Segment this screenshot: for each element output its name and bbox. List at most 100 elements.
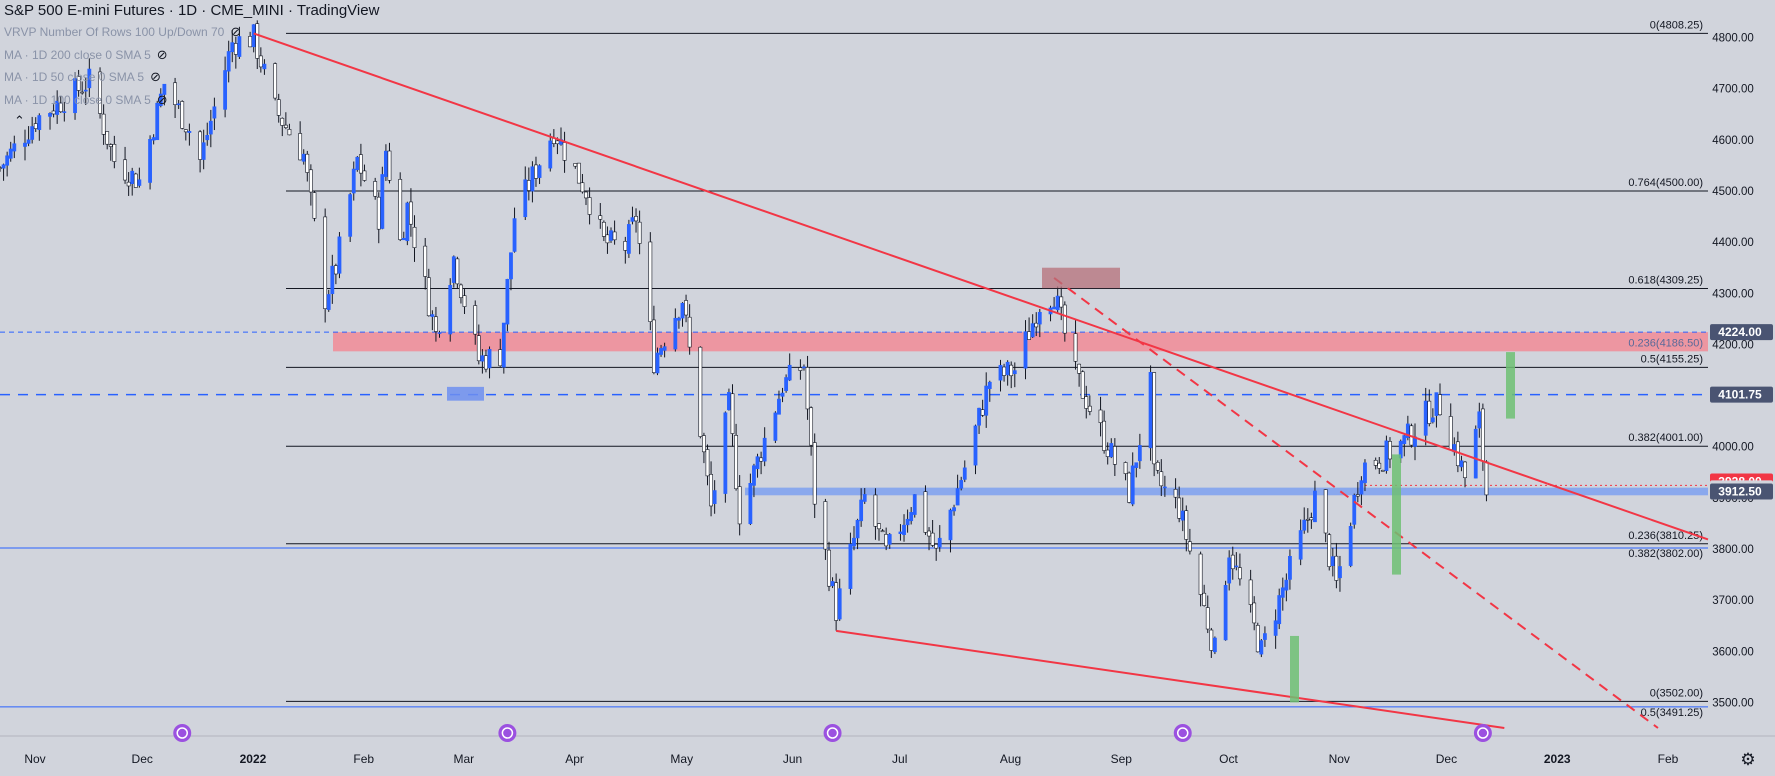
candle-down [358, 154, 363, 174]
candle-up [509, 252, 513, 280]
candle-up [1227, 557, 1232, 584]
candle-down [1334, 555, 1339, 581]
upper-trendline-extension [1546, 482, 1709, 541]
candle-down [587, 197, 592, 215]
candle-up [187, 131, 192, 133]
fib-label-2: 0.618(4309.25) [1628, 275, 1703, 287]
candle-up [37, 115, 42, 131]
candle-up [1459, 460, 1464, 468]
collapse-legend-icon[interactable]: ⌃ [14, 113, 25, 128]
candle-up [855, 519, 860, 539]
price-label: 4101.75 [1718, 388, 1762, 402]
candle-up [784, 377, 789, 392]
x-tick-label: Apr [565, 752, 584, 766]
candle-down [362, 170, 367, 181]
candle-down [730, 393, 735, 434]
candle-down [1480, 408, 1485, 462]
lower-trendline [835, 629, 1505, 729]
event-marker-icon [173, 724, 192, 742]
candle-down [737, 486, 742, 525]
x-tick-label: 2022 [240, 752, 267, 766]
nov-gap-marker [1392, 454, 1401, 575]
indicator-ma100[interactable]: MA · 1D 100 close 0 SMA 5 ⊘ [4, 89, 379, 112]
candle-up [87, 68, 92, 89]
eye-off-icon[interactable]: ⊘ [156, 91, 168, 107]
candle-up [998, 365, 1003, 381]
candle-down [1084, 396, 1089, 409]
candle-up [662, 346, 667, 351]
candle-up [1477, 411, 1482, 429]
candle-up [1023, 331, 1028, 369]
candle-down [423, 245, 428, 277]
candle-down [1159, 471, 1164, 487]
indicator-ma200[interactable]: MA · 1D 200 close 0 SMA 5 ⊘ [4, 44, 379, 67]
candle-down [108, 144, 113, 147]
candle-down [1105, 449, 1110, 457]
candle-up [230, 42, 235, 53]
candle-up [48, 113, 52, 117]
candle-up [1288, 555, 1292, 580]
candle-up [437, 332, 442, 334]
candle-up [909, 512, 914, 522]
candle-down [873, 494, 878, 527]
candle-down [1034, 322, 1039, 328]
candle-down [1002, 366, 1006, 376]
candle-down [923, 491, 928, 533]
candle-down [1127, 472, 1132, 503]
event-marker-ring [1176, 727, 1189, 739]
candle-up [1277, 595, 1282, 625]
event-marker-icon [498, 724, 517, 742]
candle-down [180, 101, 185, 129]
candle-down [0, 167, 2, 169]
candle-up [959, 480, 964, 489]
candle-down [1187, 541, 1192, 552]
y-tick-label: 4400.00 [1712, 237, 1754, 249]
candle-down [498, 349, 503, 367]
candle-up [727, 392, 731, 411]
x-tick-label: Dec [132, 752, 153, 766]
x-tick-label: Nov [24, 752, 45, 766]
event-marker-ring [1477, 727, 1489, 739]
event-marker-icon [1173, 724, 1192, 742]
candle-down [473, 305, 478, 335]
candle-up [537, 165, 542, 178]
candle-up [830, 581, 835, 587]
indicator-ma50[interactable]: MA · 1D 50 close 0 SMA 5 ⊘ [4, 66, 379, 89]
candle-up [337, 236, 342, 274]
candle-up [151, 137, 156, 141]
candle-up [902, 524, 906, 535]
candle-down [526, 180, 531, 191]
candle-up [1037, 311, 1042, 325]
y-tick-label: 3800.00 [1712, 544, 1754, 556]
candle-up [973, 425, 978, 466]
y-tick-label: 3700.00 [1712, 595, 1754, 607]
candle-up [848, 543, 853, 589]
candle-down [462, 295, 467, 307]
indicator-ma200-label: MA · 1D 200 close 0 SMA 5 [4, 47, 151, 62]
candle-down [980, 409, 985, 416]
candle-up [912, 494, 917, 515]
eye-off-icon[interactable]: ⊘ [156, 46, 168, 62]
candle-down [112, 143, 117, 162]
candle-down [1202, 592, 1207, 606]
candle-up [155, 102, 160, 141]
eye-off-icon[interactable]: ⊘ [150, 69, 161, 84]
candle-down [476, 335, 481, 362]
candle-up [212, 106, 217, 119]
candle-down [1102, 420, 1107, 451]
upper-descending-trendline [253, 32, 1548, 485]
gear-icon: ⚙ [1740, 750, 1755, 769]
candle-up [1259, 640, 1264, 655]
candle-up [430, 314, 435, 317]
candle-down [51, 110, 56, 115]
candle-down [376, 196, 381, 230]
candle-up [380, 174, 385, 229]
candle-down [1373, 459, 1378, 466]
eye-off-icon[interactable]: ⊘ [230, 24, 242, 39]
candle-up [301, 153, 306, 162]
indicator-vrvp[interactable]: VRVP Number Of Rows 100 Up/Down 70 ⊘ [4, 21, 379, 44]
candle-up [677, 317, 681, 321]
